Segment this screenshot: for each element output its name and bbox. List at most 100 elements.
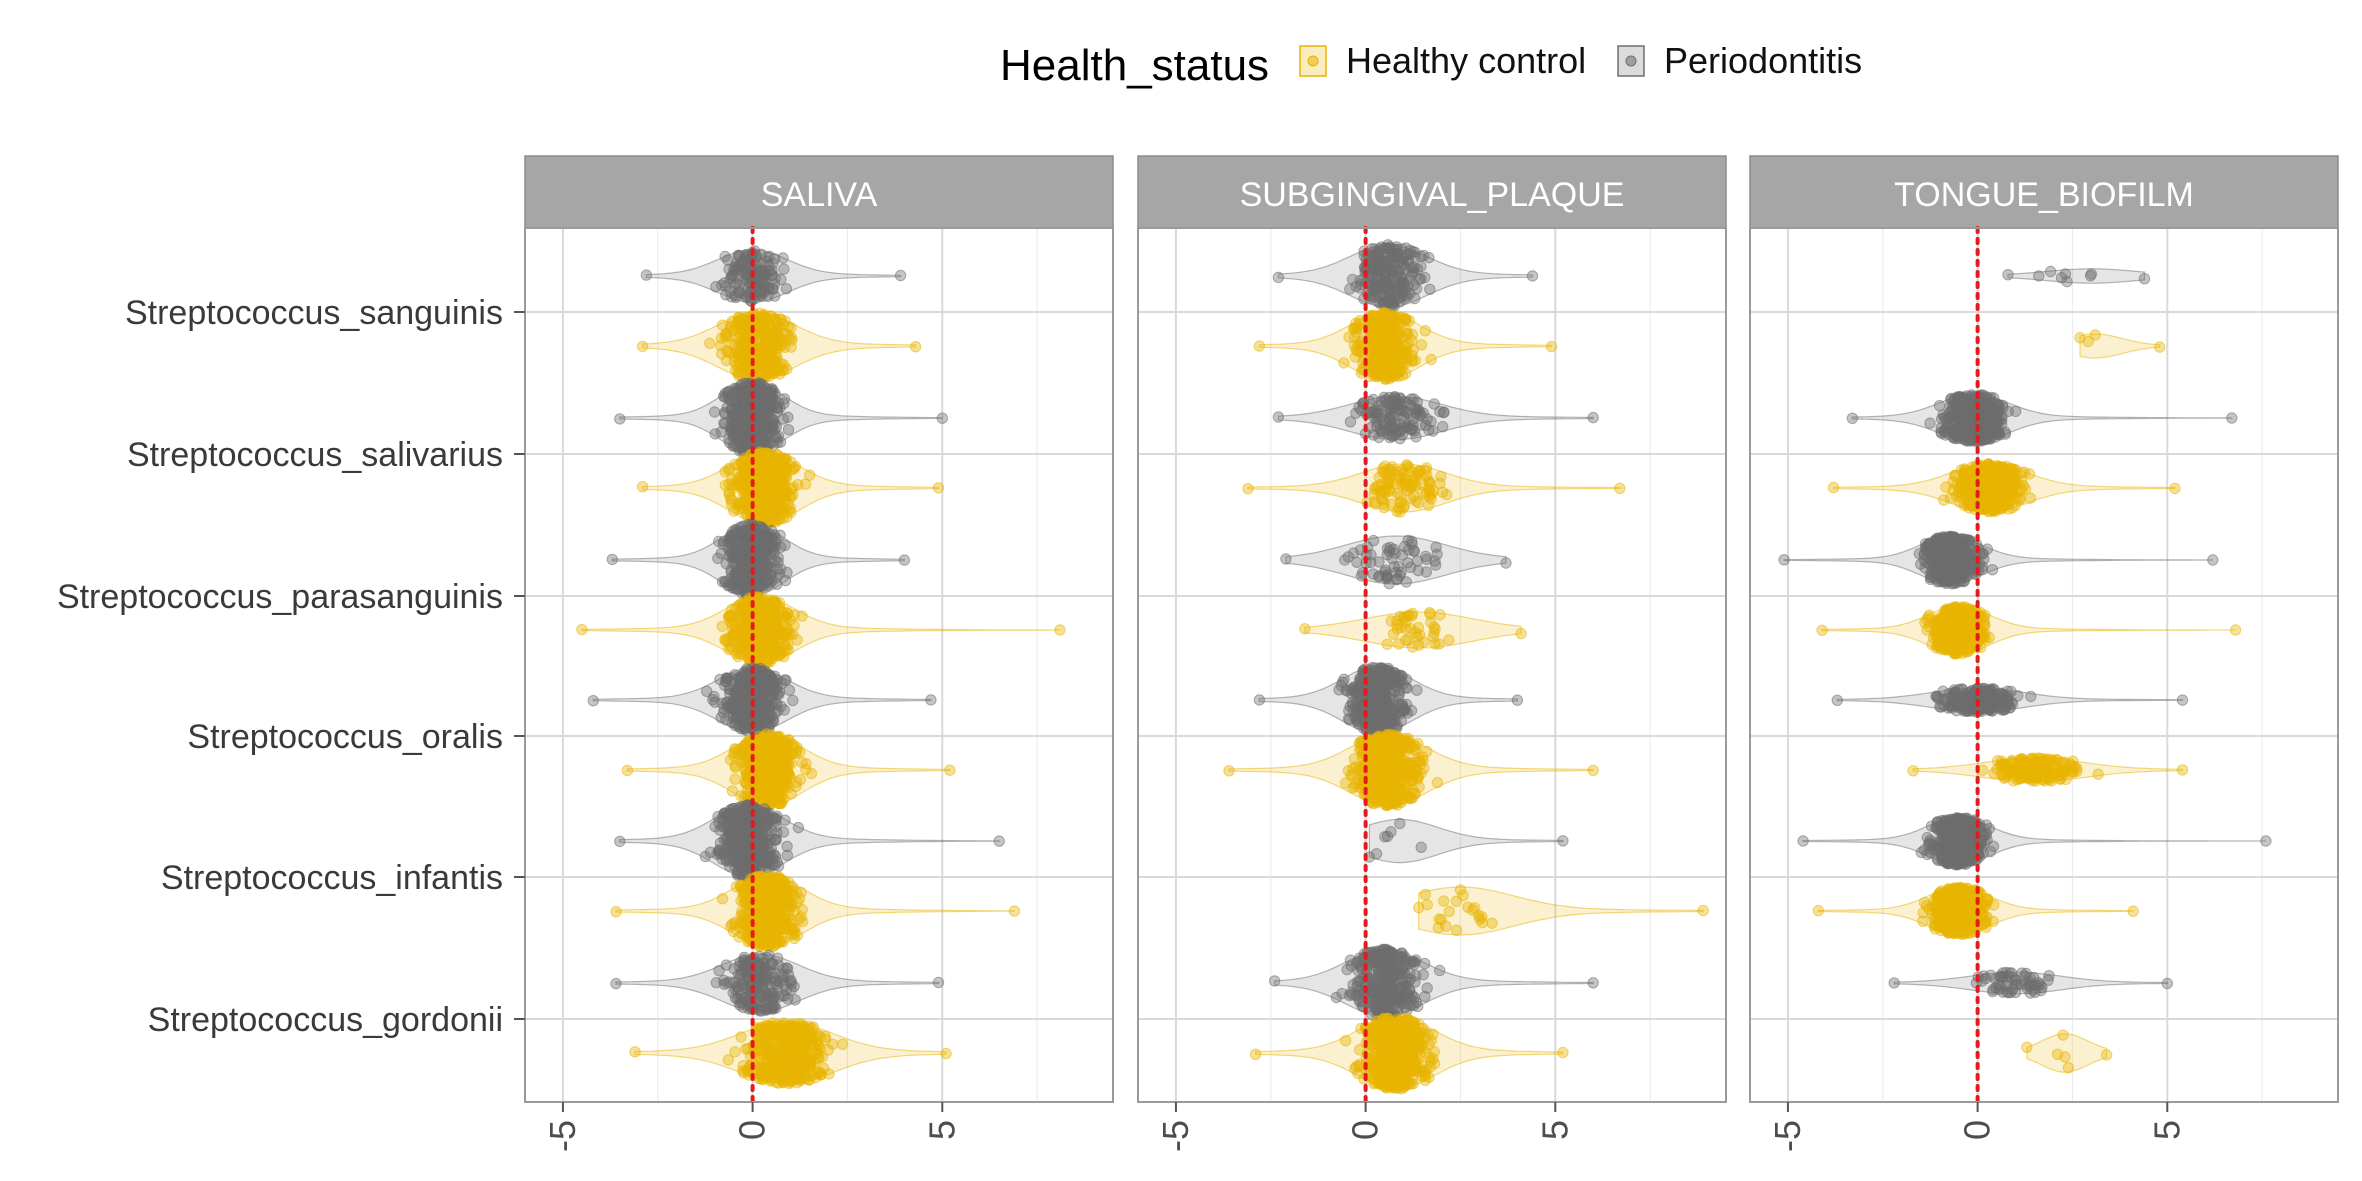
x-tick-label: 0 (732, 1120, 773, 1140)
data-point (757, 688, 769, 700)
data-point (1384, 242, 1396, 254)
data-point (784, 628, 796, 641)
data-point (760, 1002, 772, 1015)
data-point (771, 1024, 784, 1037)
data-point (768, 685, 780, 697)
data-point (788, 890, 800, 903)
data-point (776, 482, 788, 494)
data-point (1253, 340, 1266, 352)
data-point (787, 694, 799, 707)
x-tick-label: 5 (921, 1120, 962, 1140)
data-point (753, 782, 765, 794)
panel-background (525, 228, 1113, 1102)
data-point (736, 965, 748, 977)
data-point (610, 906, 622, 918)
data-point (730, 710, 743, 722)
data-point (817, 1062, 830, 1075)
data-point (731, 683, 743, 696)
data-point (781, 840, 793, 853)
data-point (726, 785, 739, 797)
data-point (770, 834, 782, 846)
data-point (767, 450, 779, 462)
data-point (720, 280, 732, 292)
data-point (788, 928, 800, 940)
data-point (758, 276, 771, 288)
data-point (782, 424, 795, 436)
data-point (940, 1047, 952, 1060)
data-point (781, 566, 793, 579)
data-point (719, 250, 731, 263)
data-point (1346, 273, 1359, 286)
data-point (728, 505, 740, 517)
data-point (708, 406, 721, 418)
data-point (1425, 353, 1437, 366)
data-point (758, 539, 771, 551)
data-point (614, 413, 626, 425)
data-point (755, 991, 767, 1003)
data-point (636, 481, 649, 493)
data-point (765, 524, 778, 537)
data-point (808, 1056, 821, 1068)
data-point (782, 993, 794, 1005)
data-point (754, 489, 766, 501)
data-point (782, 411, 794, 423)
data-point (784, 1054, 797, 1067)
data-point (731, 869, 744, 881)
data-point (741, 414, 753, 426)
data-point (621, 764, 634, 777)
data-point (796, 610, 808, 622)
data-point (757, 450, 770, 463)
data-point (722, 672, 734, 685)
data-point (782, 644, 794, 656)
data-point (944, 764, 956, 776)
data-point (768, 939, 781, 952)
data-point (764, 485, 776, 497)
data-point (752, 633, 765, 646)
data-point (1272, 271, 1285, 284)
data-point (894, 269, 907, 282)
data-point (730, 557, 742, 569)
data-point (733, 360, 745, 372)
data-point (760, 461, 773, 473)
data-point (1338, 357, 1350, 369)
data-point (1392, 272, 1404, 284)
data-point (788, 1066, 800, 1079)
legend-entry: Periodontitis (1617, 40, 1862, 81)
data-point (729, 918, 741, 930)
legend-key-point (1307, 55, 1319, 67)
data-point (761, 386, 773, 398)
data-point (762, 713, 775, 725)
data-point (1545, 340, 1558, 353)
data-point (756, 931, 769, 943)
panel-title: SALIVA (761, 176, 878, 214)
data-point (784, 614, 796, 626)
data-point (704, 846, 717, 858)
data-point (778, 263, 790, 275)
panel-subgingival_plaque: SUBGINGIVAL_PLAQUE-5 0 5 (1137, 155, 1727, 1152)
data-point (753, 319, 765, 332)
data-point (804, 469, 816, 481)
data-point (771, 342, 783, 355)
gridlines (525, 228, 1113, 1102)
legend-key (1299, 45, 1327, 77)
data-point (724, 843, 737, 856)
data-point (783, 684, 796, 696)
data-point (761, 1031, 774, 1043)
data-point (773, 504, 785, 516)
data-point (772, 705, 784, 717)
data-point (1397, 252, 1410, 264)
data-point (730, 626, 742, 638)
data-point (801, 1032, 813, 1044)
data-point (780, 283, 793, 295)
data-point (724, 808, 736, 820)
data-point (759, 919, 771, 931)
data-point (761, 251, 773, 263)
data-point (797, 1055, 810, 1067)
data-point (722, 346, 735, 358)
data-point (636, 340, 649, 353)
data-point (735, 642, 747, 654)
data-point (771, 405, 784, 418)
data-point (720, 833, 732, 845)
data-point (723, 610, 735, 622)
data-point (932, 482, 945, 494)
